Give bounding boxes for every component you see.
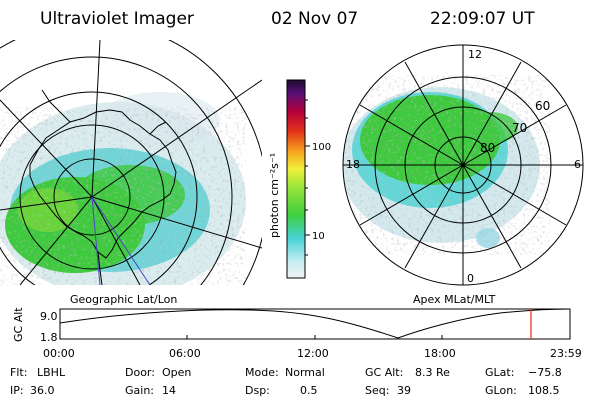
apex-panel-label: Apex MLat/MLT	[413, 293, 496, 306]
colorbar-tick-10: 10	[312, 231, 325, 242]
mlat-label-70: 70	[512, 121, 527, 135]
apex-grid	[342, 44, 584, 286]
ytick-9: 9.0	[40, 310, 58, 323]
status-filter-value: LBHL	[37, 366, 66, 379]
xtick-0000: 00:00	[43, 347, 75, 360]
status-glon-label: GLon:	[485, 384, 517, 397]
header-time: 22:09:07 UT	[430, 9, 535, 29]
colorbar-unit-label: photon cm⁻²s⁻¹	[268, 153, 281, 238]
colorbar-tick-100: 100	[312, 142, 331, 153]
mlt-label-18: 18	[346, 158, 360, 171]
status-gcalt-value: 8.3 Re	[415, 366, 450, 379]
mlt-label-6: 6	[574, 158, 581, 171]
status-door-value: Open	[162, 366, 191, 379]
status-gain-label: Gain:	[125, 384, 154, 397]
status-row-1: Flt: LBHL Door: Open Mode: Normal GC Alt…	[10, 366, 562, 379]
geographic-grid	[0, 40, 262, 285]
mlat-label-80: 80	[480, 141, 495, 155]
status-ip-label: IP:	[10, 384, 24, 397]
mlat-label-60: 60	[535, 99, 550, 113]
altitude-curve	[59, 308, 571, 339]
status-glat-label: GLat:	[485, 366, 514, 379]
status-gain-value: 14	[162, 384, 176, 397]
status-ip-value: 36.0	[30, 384, 55, 397]
status-seq-label: Seq:	[365, 384, 389, 397]
mlt-label-12: 12	[468, 48, 482, 61]
status-seq-value: 39	[397, 384, 411, 397]
status-door-label: Door:	[125, 366, 155, 379]
apex-polar-panel: 12 18 6 0 60 70 80	[342, 44, 584, 286]
status-dsp-label: Dsp:	[245, 384, 270, 397]
xtick-1200: 12:00	[297, 347, 329, 360]
status-glat-value: −75.8	[528, 366, 562, 379]
xtick-2359: 23:59	[550, 347, 582, 360]
colorbar	[286, 79, 306, 279]
xtick-1800: 18:00	[424, 347, 456, 360]
status-dsp-value: 0.5	[300, 384, 318, 397]
status-glon-value: 108.5	[528, 384, 560, 397]
status-gcalt-label: GC Alt:	[365, 366, 403, 379]
status-filter-label: Flt:	[10, 366, 27, 379]
aurora-emission	[0, 92, 246, 285]
status-mode-label: Mode:	[245, 366, 279, 379]
geographic-panel-label: Geographic Lat/Lon	[70, 293, 177, 306]
altitude-ylabel: GC Alt	[12, 307, 25, 342]
status-mode-value: Normal	[285, 366, 325, 379]
header-date: 02 Nov 07	[271, 9, 358, 29]
geographic-map-panel	[0, 40, 262, 285]
instrument-title: Ultraviolet Imager	[40, 9, 194, 29]
status-row-2: IP: 36.0 Gain: 14 Dsp: 0.5 Seq: 39 GLon:…	[10, 384, 560, 397]
ytick-1-8: 1.8	[40, 331, 58, 344]
colorbar-ticks	[305, 99, 310, 256]
altitude-plot: 9.0 1.8 GC Alt 00:00 06:00 12:00 18:00 2…	[12, 307, 582, 360]
xtick-0600: 06:00	[169, 347, 201, 360]
antarctica-coastline	[29, 109, 177, 259]
mlt-label-0: 0	[467, 272, 474, 285]
